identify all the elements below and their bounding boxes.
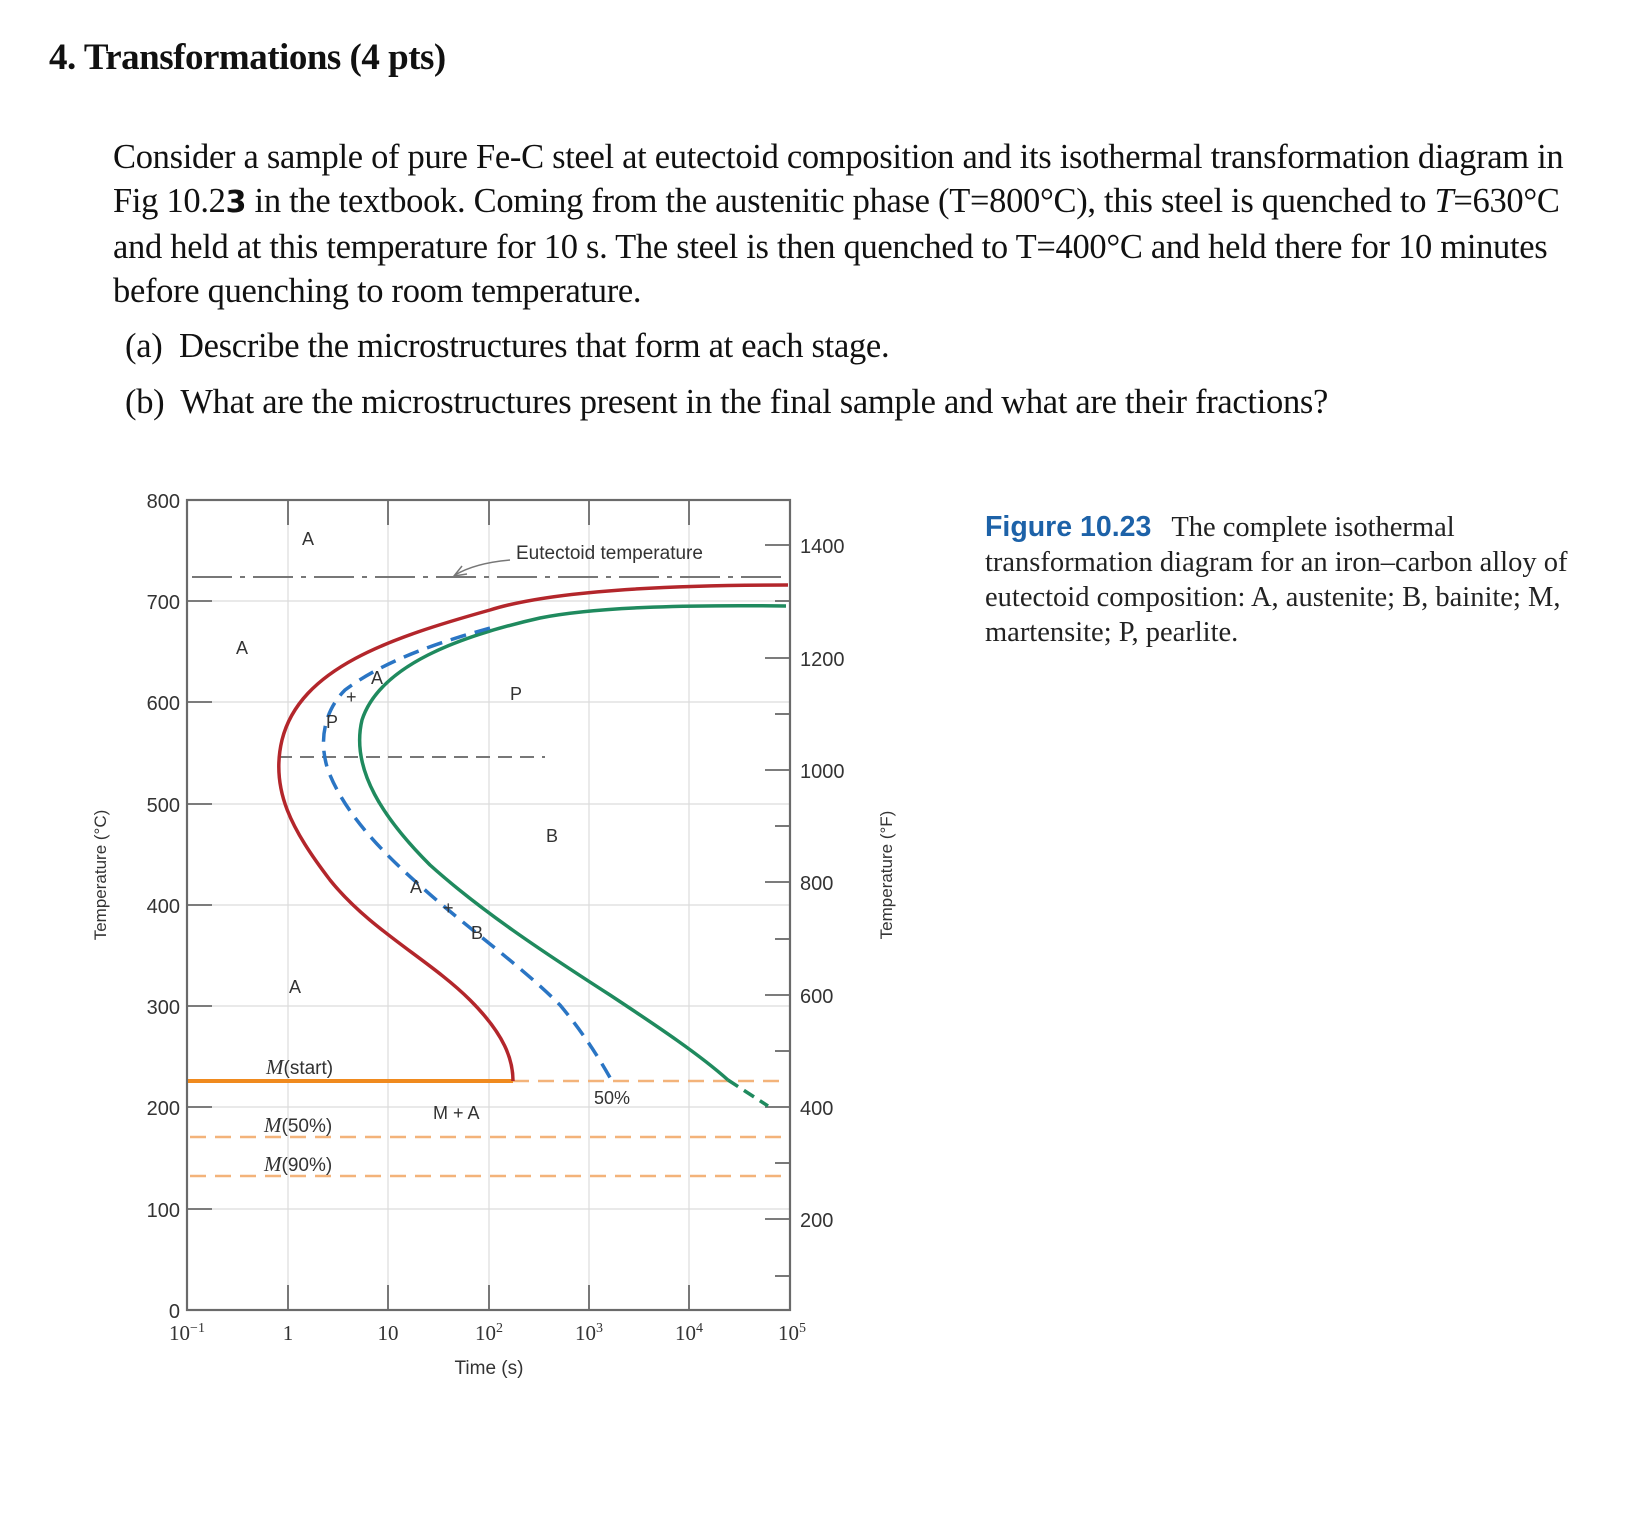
x-tick-1000: 103: [575, 1321, 603, 1345]
y-tick-400: 400: [147, 896, 180, 918]
m90-label: M(90%): [263, 1152, 332, 1176]
x-tick-10: 10: [378, 1321, 399, 1345]
fifty-percent-label: 50%: [594, 1088, 630, 1108]
part-b: (b) What are the microstructures present…: [125, 374, 1328, 430]
axis-ticks: [187, 500, 790, 1310]
part-a-text: Describe the microstructures that form a…: [179, 327, 890, 365]
y-tick-600: 600: [147, 693, 180, 715]
x-tick-100: 102: [475, 1321, 503, 1345]
eutectoid-arrow: [454, 559, 511, 576]
x-tick-0: 10−1: [169, 1321, 205, 1345]
region-label-P-right: P: [510, 684, 522, 704]
x-tick-100000: 105: [778, 1321, 806, 1345]
y-right-labels: 1400 1200 1000 800 600 400 200: [800, 536, 845, 1232]
plus-sign-upper: +: [346, 687, 357, 707]
italic-T: T: [1434, 182, 1454, 220]
grid-lines: [187, 500, 790, 1310]
finish-curve-solid: [357, 603, 787, 1082]
region-labels: A A P P + A B A + B A M + A 50%: [236, 529, 630, 1123]
y-right-tick-1400: 1400: [800, 536, 845, 558]
m-start-label: M(start): [265, 1055, 333, 1079]
m50-label: M(50%): [263, 1113, 332, 1137]
x-tick-10000: 104: [675, 1321, 703, 1345]
eutectoid-arrowhead: [452, 565, 468, 578]
y-axis-title-right: Temperature (°F): [877, 811, 896, 940]
part-b-text: What are the microstructures present in …: [180, 383, 1329, 421]
y-tick-500: 500: [147, 795, 180, 817]
eutectoid-label: Eutectoid temperature: [516, 543, 703, 564]
question-parts: (a) Describe the microstructures that fo…: [125, 318, 1328, 430]
region-label-B-lower: B: [471, 923, 483, 943]
y-left-labels: 800 700 600 500 400 300 200 100 0: [147, 491, 180, 1323]
y-right-tick-1000: 1000: [800, 761, 845, 783]
y-tick-800: 800: [147, 491, 180, 513]
question-title: 4. Transformations (4 pts): [49, 37, 446, 78]
region-label-M-plus-A: M + A: [433, 1103, 480, 1123]
y-tick-200: 200: [147, 1098, 180, 1120]
y-right-tick-1200: 1200: [800, 649, 845, 671]
figure-caption: Figure 10.23 The complete isothermal tran…: [985, 510, 1585, 650]
region-label-A-upper: A: [371, 668, 383, 688]
body-text-3: =630°C and held at this temperature for …: [113, 182, 1560, 310]
y-right-tick-400: 400: [800, 1098, 833, 1120]
y-axis-title-left: Temperature (°C): [91, 810, 110, 941]
part-a: (a) Describe the microstructures that fo…: [125, 318, 1328, 374]
y-tick-700: 700: [147, 592, 180, 614]
y-tick-300: 300: [147, 997, 180, 1019]
start-curve: [277, 583, 789, 1082]
region-label-A-left: A: [236, 638, 248, 658]
region-label-B: B: [546, 826, 558, 846]
region-label-A-bottom: A: [289, 977, 301, 997]
part-a-label: (a): [125, 327, 163, 365]
y-right-tick-200: 200: [800, 1210, 833, 1232]
question-body: Consider a sample of pure Fe-C steel at …: [113, 135, 1583, 313]
x-tick-1: 1: [283, 1321, 294, 1345]
region-label-P-mid: P: [326, 712, 338, 732]
plus-sign-lower: +: [443, 898, 454, 918]
finish-curve-dashed: [727, 1078, 769, 1108]
region-label-A-lower: A: [410, 877, 422, 897]
x-axis-title: Time (s): [455, 1358, 524, 1379]
y-right-tick-600: 600: [800, 986, 833, 1008]
y-tick-100: 100: [147, 1200, 180, 1222]
x-labels: 10−1 1 10 102 103 104 105: [169, 1321, 806, 1345]
handwritten-digit: 3: [225, 185, 247, 220]
part-b-label: (b): [125, 383, 165, 421]
caption-text: The complete isothermal transformation d…: [985, 512, 1568, 648]
figure-label: Figure 10.23: [985, 511, 1152, 543]
y-right-tick-800: 800: [800, 873, 833, 895]
martensite-labels: M(start) M(50%) M(90%): [263, 1055, 333, 1176]
region-label-A-top: A: [302, 529, 314, 549]
fifty-percent-curve: [321, 626, 614, 1082]
y-tick-0: 0: [169, 1301, 180, 1323]
body-text-1: Consider a sample of pure Fe-C steel at …: [113, 138, 1564, 220]
body-text-2: in the textbook. Coming from the austeni…: [246, 182, 1435, 220]
